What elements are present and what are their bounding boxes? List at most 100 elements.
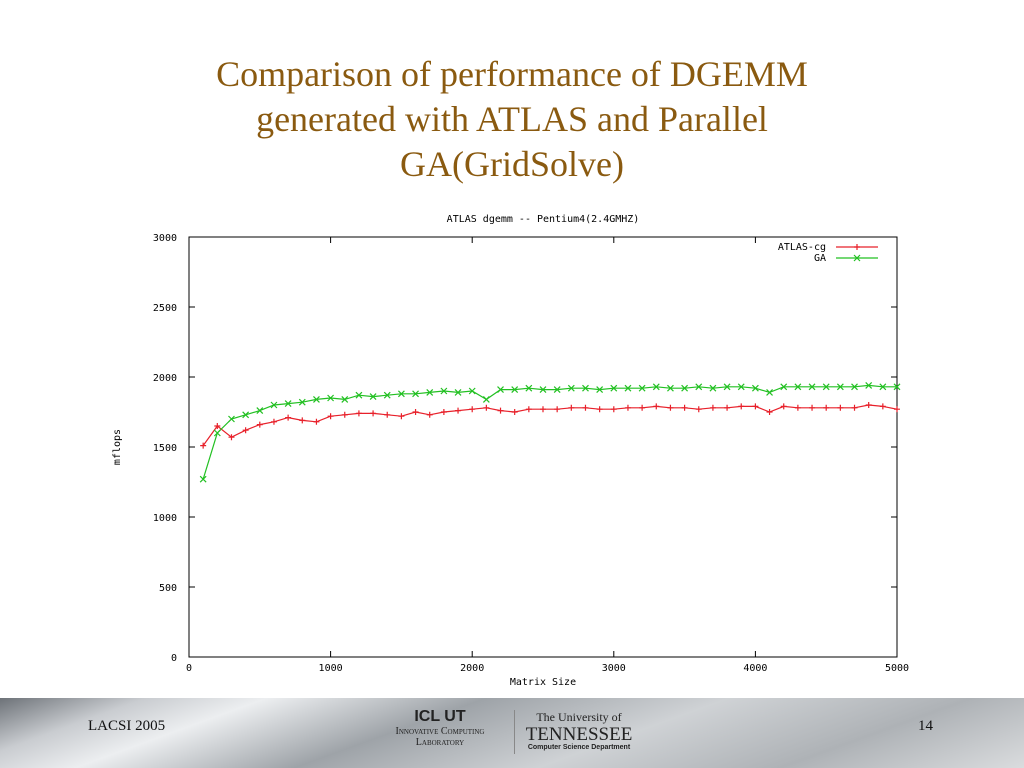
data-point bbox=[370, 410, 377, 417]
data-point bbox=[624, 384, 632, 392]
data-point bbox=[610, 406, 617, 413]
data-point bbox=[809, 404, 816, 411]
data-point bbox=[214, 423, 221, 429]
data-point bbox=[723, 383, 731, 391]
data-point bbox=[242, 411, 250, 419]
data-point bbox=[468, 387, 476, 395]
data-point bbox=[567, 384, 575, 392]
performance-chart: 0 1000 2000 3000 4000 5000 0 500 1000 1500 2000 250… bbox=[112, 214, 909, 688]
data-point bbox=[313, 418, 320, 425]
data-point bbox=[327, 394, 335, 402]
data-point bbox=[582, 384, 589, 392]
data-point bbox=[483, 404, 490, 411]
icl-logo-text: ICL UT bbox=[414, 708, 466, 725]
data-point bbox=[837, 404, 844, 411]
data-point bbox=[285, 414, 292, 421]
data-point bbox=[822, 383, 830, 391]
x-tick-label: 5000 bbox=[885, 663, 909, 674]
data-point bbox=[596, 386, 604, 394]
data-point bbox=[511, 386, 519, 394]
data-point bbox=[737, 383, 745, 391]
data-point bbox=[808, 383, 816, 391]
data-point bbox=[341, 395, 349, 403]
slide-title: Comparison of performance of DGEMM gener… bbox=[0, 52, 1024, 187]
series-line-GA bbox=[202, 384, 897, 480]
data-point bbox=[836, 383, 844, 391]
data-point bbox=[794, 383, 802, 391]
legend-label: GA bbox=[814, 253, 826, 264]
data-point bbox=[865, 402, 872, 408]
data-point bbox=[313, 395, 320, 403]
icl-logo: ICL UT Innovative Computing Laboratory bbox=[370, 708, 510, 748]
data-point bbox=[766, 388, 773, 396]
data-point bbox=[539, 386, 547, 394]
data-point bbox=[851, 383, 858, 391]
data-point bbox=[879, 403, 886, 410]
data-point bbox=[681, 404, 688, 411]
slide-footer: LACSI 2005 14 ICL UT Innovative Computin… bbox=[0, 698, 1024, 768]
data-point bbox=[426, 388, 434, 396]
icl-logo-sub: Laboratory bbox=[415, 737, 465, 748]
series-line-ATLAS-cg bbox=[202, 404, 898, 446]
title-line: Comparison of performance of DGEMM bbox=[216, 54, 808, 94]
page-number: 14 bbox=[918, 718, 933, 734]
data-point bbox=[497, 407, 504, 414]
data-point bbox=[383, 391, 391, 399]
ut-logo-dept: Computer Science Department bbox=[527, 744, 631, 751]
x-tick-label: 4000 bbox=[743, 663, 767, 674]
data-point bbox=[709, 384, 717, 392]
y-tick-label: 2000 bbox=[153, 373, 177, 384]
data-point bbox=[653, 403, 660, 410]
data-point bbox=[497, 386, 504, 394]
data-point bbox=[270, 401, 278, 409]
data-point bbox=[780, 383, 788, 391]
data-point bbox=[284, 400, 292, 408]
data-point bbox=[412, 390, 419, 398]
data-point bbox=[639, 404, 646, 411]
data-point bbox=[369, 393, 377, 401]
data-point bbox=[327, 413, 334, 420]
data-point bbox=[667, 404, 674, 411]
data-point bbox=[766, 409, 773, 415]
data-point bbox=[865, 381, 873, 389]
data-point bbox=[724, 404, 731, 411]
y-axis-label: mflops bbox=[112, 429, 123, 465]
ut-logo-name: Tennessee bbox=[525, 724, 633, 745]
data-point bbox=[228, 415, 235, 423]
plot-frame bbox=[188, 236, 898, 658]
legend-marker bbox=[854, 244, 860, 250]
title-line: generated with ATLAS and Parallel bbox=[256, 99, 768, 139]
data-point bbox=[440, 387, 448, 395]
data-point bbox=[200, 442, 207, 449]
data-point bbox=[751, 384, 759, 392]
data-point bbox=[667, 384, 674, 392]
data-point bbox=[879, 383, 887, 391]
data-point bbox=[894, 406, 900, 413]
data-point bbox=[525, 406, 532, 413]
x-tick-label: 0 bbox=[186, 663, 192, 674]
data-point bbox=[270, 418, 277, 425]
data-point bbox=[780, 403, 787, 410]
icl-logo-sub: Innovative Computing bbox=[395, 726, 485, 737]
data-point bbox=[681, 384, 689, 392]
data-point bbox=[525, 384, 533, 392]
data-point bbox=[695, 406, 702, 413]
data-point bbox=[398, 413, 405, 420]
data-point bbox=[652, 383, 660, 391]
ut-logo: The University of Tennessee Computer Sci… bbox=[524, 710, 634, 751]
ut-logo-top: The University of bbox=[536, 710, 622, 724]
data-point bbox=[440, 409, 447, 415]
data-point bbox=[794, 404, 801, 411]
data-point bbox=[752, 403, 759, 410]
data-point bbox=[469, 406, 476, 413]
data-point bbox=[695, 383, 703, 391]
legend-marker bbox=[853, 254, 861, 262]
data-point bbox=[341, 411, 348, 418]
data-point bbox=[582, 404, 589, 411]
data-point bbox=[568, 404, 575, 411]
y-tick-label: 0 bbox=[171, 653, 177, 664]
data-point bbox=[242, 427, 249, 434]
title-line: GA(GridSolve) bbox=[400, 144, 624, 184]
data-point bbox=[455, 407, 462, 414]
data-point bbox=[355, 391, 363, 399]
